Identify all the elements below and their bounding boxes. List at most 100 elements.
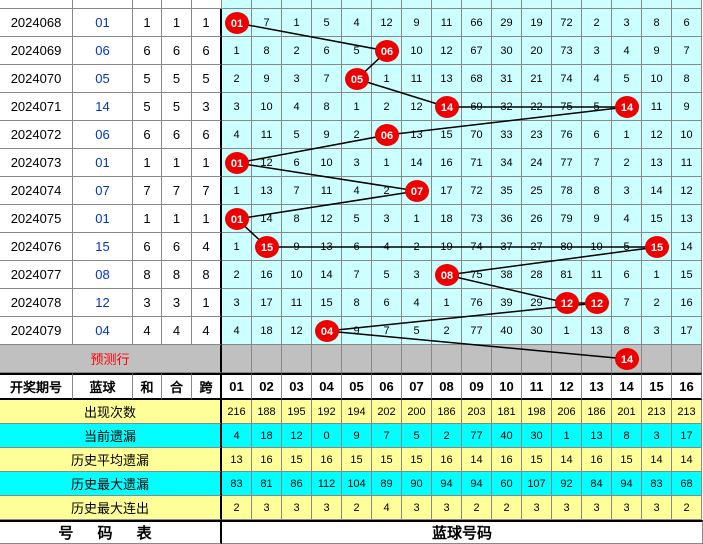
span: 5 xyxy=(192,65,222,93)
miss-count: 18 xyxy=(252,317,282,345)
miss-count: 10 xyxy=(642,65,672,93)
miss-count: 14 xyxy=(402,149,432,177)
cut-cell xyxy=(312,0,342,9)
miss-count: 5 xyxy=(372,261,402,289)
miss-count: 9 xyxy=(342,317,372,345)
stat-value: 2 xyxy=(432,424,462,448)
ball-number: 05 xyxy=(351,74,363,86)
miss-count: 12 xyxy=(642,121,672,149)
column-header: 07 xyxy=(402,373,432,400)
cut-cell xyxy=(222,0,252,9)
span: 1 xyxy=(192,289,222,317)
stat-value: 2 xyxy=(342,496,372,520)
trend-line xyxy=(236,134,388,164)
stat-value: 16 xyxy=(252,448,282,472)
miss-count: 76 xyxy=(462,289,492,317)
miss-count: 11 xyxy=(402,65,432,93)
miss-count: 5 xyxy=(312,9,342,37)
stat-value: 92 xyxy=(552,472,582,496)
stat-value: 15 xyxy=(522,448,552,472)
miss-count: 3 xyxy=(342,149,372,177)
miss-count: 25 xyxy=(522,177,552,205)
miss-count: 79 xyxy=(552,205,582,233)
stat-value: 40 xyxy=(492,424,522,448)
span: 6 xyxy=(192,37,222,65)
predict-cell xyxy=(402,345,432,373)
column-header: 蓝球 xyxy=(73,373,133,400)
stat-value: 14 xyxy=(642,448,672,472)
miss-count: 7 xyxy=(252,9,282,37)
stat-label: 当前遗漏 xyxy=(0,424,222,448)
miss-count: 29 xyxy=(492,9,522,37)
miss-count: 2 xyxy=(372,93,402,121)
predict-cell xyxy=(252,345,282,373)
miss-count: 7 xyxy=(672,37,702,65)
stat-value: 0 xyxy=(312,424,342,448)
stat-value: 198 xyxy=(522,400,552,424)
blue-number: 12 xyxy=(73,289,133,317)
span: 7 xyxy=(192,177,222,205)
miss-count: 12 xyxy=(432,37,462,65)
blue-number: 04 xyxy=(73,317,133,345)
miss-count: 11 xyxy=(282,289,312,317)
miss-count: 6 xyxy=(372,289,402,317)
miss-count: 1 xyxy=(642,261,672,289)
miss-count: 21 xyxy=(522,65,552,93)
span: 4 xyxy=(192,233,222,261)
he: 1 xyxy=(162,205,192,233)
predict-cell xyxy=(432,345,462,373)
stat-value: 14 xyxy=(462,448,492,472)
column-header: 和 xyxy=(133,373,162,400)
miss-count: 11 xyxy=(312,177,342,205)
stat-value: 195 xyxy=(282,400,312,424)
stat-value: 216 xyxy=(222,400,252,424)
stat-value: 94 xyxy=(432,472,462,496)
stat-value: 89 xyxy=(372,472,402,496)
stat-value: 1 xyxy=(552,424,582,448)
miss-count: 7 xyxy=(582,149,612,177)
miss-count: 11 xyxy=(252,121,282,149)
miss-count: 15 xyxy=(642,205,672,233)
stat-value: 3 xyxy=(252,496,282,520)
miss-count: 2 xyxy=(432,317,462,345)
miss-count: 24 xyxy=(522,149,552,177)
ball xyxy=(405,180,429,202)
miss-count: 2 xyxy=(642,289,672,317)
miss-count: 4 xyxy=(342,9,372,37)
miss-count: 7 xyxy=(282,177,312,205)
stat-value: 13 xyxy=(222,448,252,472)
miss-count: 9 xyxy=(402,9,432,37)
sum: 1 xyxy=(133,9,162,37)
miss-count: 1 xyxy=(432,289,462,317)
cut-cell xyxy=(522,0,552,9)
stat-value: 3 xyxy=(642,424,672,448)
miss-count: 67 xyxy=(462,37,492,65)
stat-value: 81 xyxy=(252,472,282,496)
stat-value: 30 xyxy=(522,424,552,448)
stat-value: 15 xyxy=(612,448,642,472)
miss-count: 3 xyxy=(582,37,612,65)
span: 8 xyxy=(192,261,222,289)
miss-count: 3 xyxy=(612,177,642,205)
predict-cell xyxy=(642,345,672,373)
miss-count: 23 xyxy=(522,121,552,149)
stat-value: 3 xyxy=(642,496,672,520)
miss-count: 2 xyxy=(582,9,612,37)
stat-value: 5 xyxy=(402,424,432,448)
column-header: 12 xyxy=(552,373,582,400)
miss-count: 8 xyxy=(582,177,612,205)
he: 6 xyxy=(162,233,192,261)
stat-value: 4 xyxy=(222,424,252,448)
period: 2024076 xyxy=(0,233,73,261)
stat-value: 203 xyxy=(462,400,492,424)
ball xyxy=(585,292,609,314)
cut-cell xyxy=(0,0,73,9)
ball xyxy=(345,68,369,90)
he: 6 xyxy=(162,121,192,149)
ball-number: 04 xyxy=(321,326,334,338)
miss-count: 8 xyxy=(312,93,342,121)
stat-value: 84 xyxy=(582,472,612,496)
ball xyxy=(615,348,639,370)
miss-count: 16 xyxy=(672,289,702,317)
stat-value: 15 xyxy=(282,448,312,472)
